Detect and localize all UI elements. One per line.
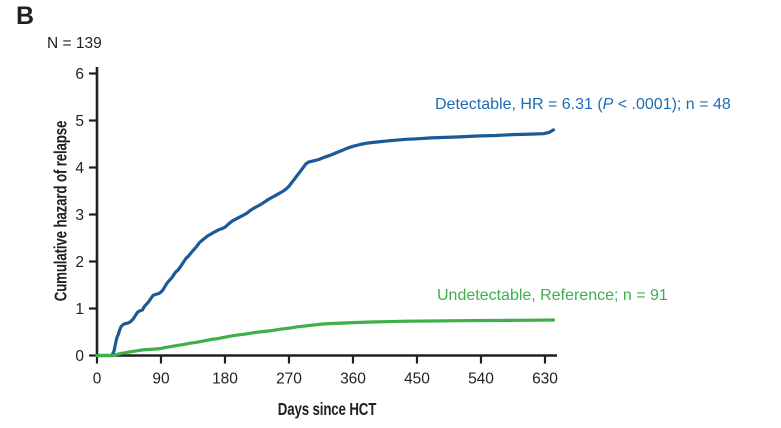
detectable-curve <box>95 128 556 358</box>
y-tick-label: 5 <box>75 113 84 130</box>
x-tick-label: 630 <box>532 371 558 388</box>
undetectable-curve <box>95 318 556 358</box>
y-tick-label: 6 <box>75 66 84 83</box>
panel-label: B <box>16 2 35 30</box>
x-tick-label: 180 <box>212 371 238 388</box>
series-label-undetectable: Undetectable, Reference; n = 91 <box>437 287 668 304</box>
y-tick-label: 4 <box>75 160 84 177</box>
sample-size-label: N = 139 <box>47 35 102 52</box>
x-tick-label: 540 <box>468 371 494 388</box>
y-tick-label: 0 <box>75 348 84 365</box>
x-tick-label: 90 <box>152 371 170 388</box>
series-label-detectable: Detectable, HR = 6.31 (P < .0001); n = 4… <box>435 96 731 114</box>
detectable-label-suffix: < .0001); n = 48 <box>613 96 731 113</box>
x-tick-label: 270 <box>276 371 302 388</box>
x-tick-label: 450 <box>404 371 430 388</box>
y-axis-title: Cumulative hazard of relapse <box>50 120 71 302</box>
x-tick-label: 0 <box>93 371 102 388</box>
y-tick-label: 1 <box>75 301 84 318</box>
x-axis-title: Days since HCT <box>277 399 377 419</box>
x-tick-label: 360 <box>340 371 366 388</box>
y-tick-label: 2 <box>75 254 84 271</box>
detectable-label-pvalue-symbol: P <box>602 96 614 113</box>
y-tick-label: 3 <box>75 207 84 224</box>
detectable-label-prefix: Detectable, HR = 6.31 ( <box>435 96 603 113</box>
